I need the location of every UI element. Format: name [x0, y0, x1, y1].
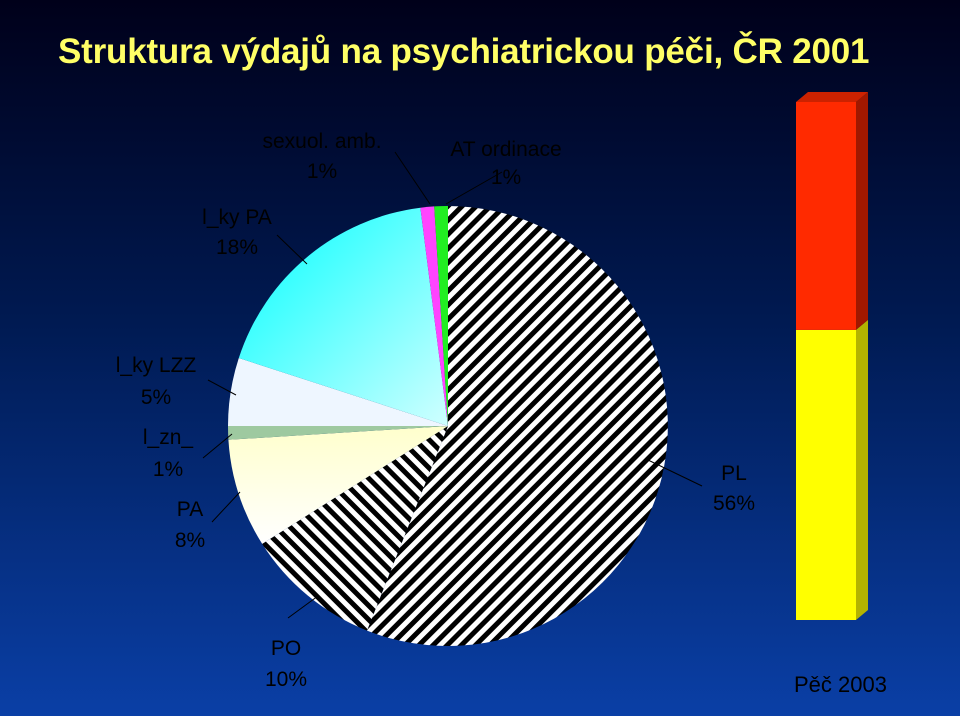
leader-line-l-ky-pa — [276, 234, 308, 265]
pie-slice-sexuol-amb — [420, 206, 448, 426]
pie-slice-l-ky-pa — [238, 207, 448, 426]
slice-name-label: l_ky PA — [202, 206, 272, 229]
slice-percent-label: 1% — [153, 458, 183, 481]
credit-text: Pěč 2003 — [794, 672, 887, 697]
pie-slice-pl — [367, 206, 668, 646]
chart-title: Struktura výdajů na psychiatrickou péči,… — [58, 32, 870, 71]
bar-segment-side-pl — [856, 319, 868, 620]
leader-line-po — [287, 595, 319, 619]
bar-segment-front-other — [796, 102, 856, 330]
leader-line-sexuol-amb — [394, 151, 431, 205]
slice-percent-label: 5% — [141, 386, 171, 409]
slice-name-label: l_zn_ — [143, 426, 194, 449]
leader-line-l-zn- — [202, 433, 233, 459]
pie-slice-pa — [228, 426, 448, 544]
pie-slice-l-ky-lzz — [228, 358, 448, 426]
slice-percent-label: 18% — [216, 236, 258, 259]
stacked-bar — [796, 92, 868, 620]
slice-percent-label: 56% — [713, 492, 755, 515]
pie-slice-po — [262, 426, 448, 631]
slice-percent-label: 10% — [265, 668, 307, 691]
leader-line-l-ky-lzz — [207, 379, 237, 396]
slice-name-label: AT ordinace — [450, 138, 561, 161]
leader-line-at-ordinace — [445, 171, 503, 205]
slice-percent-label: 1% — [491, 166, 521, 189]
slice-name-label: PO — [271, 637, 301, 660]
pie-slice-l-zn- — [227, 426, 448, 440]
slice-name-label: PA — [177, 498, 203, 521]
bar-top-face — [796, 92, 868, 102]
leader-line-pa — [211, 491, 241, 523]
slice-percent-label: 8% — [175, 529, 205, 552]
slice-percent-label: 1% — [307, 160, 337, 183]
bar-segment-front-pl — [796, 329, 856, 620]
slice-name-label: sexuol. amb. — [262, 130, 381, 153]
slice-name-label: l_ky LZZ — [116, 354, 197, 377]
leader-line-pl — [647, 459, 703, 487]
slice-name-label: PL — [721, 462, 747, 485]
bar-segment-side-other — [856, 92, 868, 330]
pie-slice-at-ordinace — [434, 205, 448, 426]
